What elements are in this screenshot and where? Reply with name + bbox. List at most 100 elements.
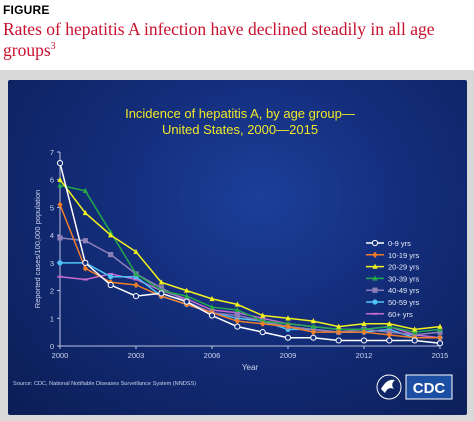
data-point-50-59-yrs: [57, 260, 63, 266]
hhs-eagle-icon: [376, 374, 402, 400]
x-tick-label: 2009: [280, 351, 297, 360]
legend-label-0-9-yrs: 0-9 yrs: [388, 239, 411, 248]
data-point-30-39-yrs: [412, 329, 418, 335]
data-point-20-29-yrs: [158, 279, 164, 285]
data-point-0-9-yrs: [360, 337, 368, 344]
data-point-20-29-yrs: [310, 318, 316, 324]
data-point-0-9-yrs: [107, 281, 114, 289]
data-point-0-9-yrs: [82, 259, 89, 266]
data-point-20-29-yrs: [285, 315, 291, 321]
cdc-logo-box: [405, 374, 453, 400]
data-point-10-19-yrs: [361, 328, 367, 336]
data-point-0-9-yrs: [234, 323, 241, 330]
legend-marker-30-39-yrs: [372, 275, 378, 281]
data-point-30-39-yrs: [310, 323, 316, 329]
legend-label-50-59-yrs: 50-59 yrs: [388, 298, 420, 307]
legend-marker-50-59-yrs: [372, 299, 378, 305]
y-tick-label: 2: [50, 287, 54, 296]
data-point-10-19-yrs: [437, 334, 443, 341]
data-point-20-29-yrs: [184, 287, 190, 293]
data-point-20-29-yrs: [209, 295, 215, 302]
legend-marker-0-9-yrs: [371, 239, 379, 247]
source-note: Source: CDC, National Notifiable Disease…: [13, 381, 197, 387]
legend-label-10-19-yrs: 10-19 yrs: [388, 251, 420, 260]
data-point-40-49-yrs: [108, 251, 114, 258]
data-point-20-29-yrs: [361, 320, 367, 327]
data-point-20-29-yrs: [82, 209, 88, 216]
data-point-10-19-yrs: [82, 265, 88, 272]
data-point-30-39-yrs: [133, 270, 139, 277]
data-point-10-19-yrs: [386, 331, 392, 339]
data-point-20-29-yrs: [412, 326, 418, 332]
series-line-20-29-yrs: [59, 179, 441, 331]
data-point-0-9-yrs: [386, 337, 393, 344]
data-point-0-9-yrs: [132, 293, 140, 300]
data-point-40-49-yrs: [57, 235, 63, 241]
data-point-40-49-yrs: [437, 329, 443, 335]
data-point-30-39-yrs: [437, 326, 443, 332]
figure-title: Rates of hepatitis A infection have decl…: [3, 19, 471, 61]
y-tick-label: 5: [50, 203, 54, 212]
cdc-logo: CDC: [376, 374, 453, 400]
data-point-20-29-yrs: [108, 232, 114, 238]
x-tick-label: 2012: [356, 351, 373, 360]
data-point-0-9-yrs: [183, 298, 190, 305]
legend-marker-10-19-yrs: [372, 251, 378, 258]
series-line-50-59-yrs: [60, 262, 440, 339]
x-tick-label: 2000: [52, 351, 69, 360]
legend-label-30-39-yrs: 30-39 yrs: [388, 274, 420, 283]
data-point-30-39-yrs: [184, 293, 190, 299]
x-tick-label: 2015: [432, 351, 449, 360]
y-tick-label: 3: [50, 259, 54, 268]
data-point-20-29-yrs: [336, 323, 342, 329]
data-point-30-39-yrs: [82, 187, 88, 193]
legend-label-40-49-yrs: 40-49 yrs: [388, 286, 420, 295]
series-line-10-19-yrs: [59, 204, 440, 339]
x-axis-label: Year: [242, 363, 259, 372]
data-point-0-9-yrs: [259, 329, 266, 336]
chart-title: Incidence of hepatitis A, by age group—: [125, 106, 355, 121]
data-point-30-39-yrs: [57, 182, 63, 188]
legend-marker-20-29-yrs: [372, 263, 378, 269]
y-tick-label: 6: [50, 176, 54, 185]
series-line-0-9-yrs: [59, 162, 441, 344]
y-tick-label: 7: [50, 148, 54, 157]
x-tick-label: 2003: [128, 351, 145, 360]
data-point-20-29-yrs: [234, 301, 240, 307]
legend-marker-40-49-yrs: [372, 287, 378, 293]
y-axis-label: Reported cases/100,000 population: [33, 190, 42, 308]
y-tick-label: 1: [50, 314, 54, 323]
series-line-40-49-yrs: [59, 237, 441, 336]
series-line-30-39-yrs: [59, 184, 441, 333]
legend-label-60-yrs: 60+ yrs: [388, 310, 413, 319]
y-tick-label: 4: [50, 231, 54, 240]
data-point-40-49-yrs: [234, 312, 240, 319]
data-point-0-9-yrs: [208, 312, 216, 319]
y-tick-label: 0: [50, 342, 54, 351]
data-point-0-9-yrs: [158, 290, 165, 297]
figure-title-text: Rates of hepatitis A infection have decl…: [3, 19, 435, 60]
figure-title-reference: 3: [50, 41, 56, 53]
data-point-0-9-yrs: [335, 337, 342, 344]
data-point-0-9-yrs: [310, 334, 317, 341]
chart-subtitle: United States, 2000—2015: [162, 122, 318, 137]
data-point-10-19-yrs: [57, 201, 63, 208]
chart-panel: Incidence of hepatitis A, by age group— U…: [8, 80, 467, 415]
data-point-10-19-yrs: [133, 281, 139, 289]
data-point-20-29-yrs: [437, 323, 443, 329]
data-point-40-49-yrs: [82, 238, 88, 244]
data-point-30-39-yrs: [234, 306, 240, 313]
data-point-50-59-yrs: [108, 274, 114, 280]
data-point-0-9-yrs: [56, 159, 64, 167]
data-point-0-9-yrs: [436, 340, 444, 347]
data-point-20-29-yrs: [260, 312, 266, 318]
figure-label: FIGURE: [3, 3, 50, 17]
data-point-30-39-yrs: [209, 304, 215, 310]
data-point-20-29-yrs: [386, 320, 392, 327]
data-point-10-19-yrs: [285, 323, 291, 330]
data-point-10-19-yrs: [234, 317, 240, 325]
line-chart: Incidence of hepatitis A, by age group—U…: [33, 106, 449, 372]
data-point-0-9-yrs: [411, 337, 418, 344]
data-point-20-29-yrs: [133, 248, 139, 254]
data-point-20-29-yrs: [57, 176, 63, 182]
